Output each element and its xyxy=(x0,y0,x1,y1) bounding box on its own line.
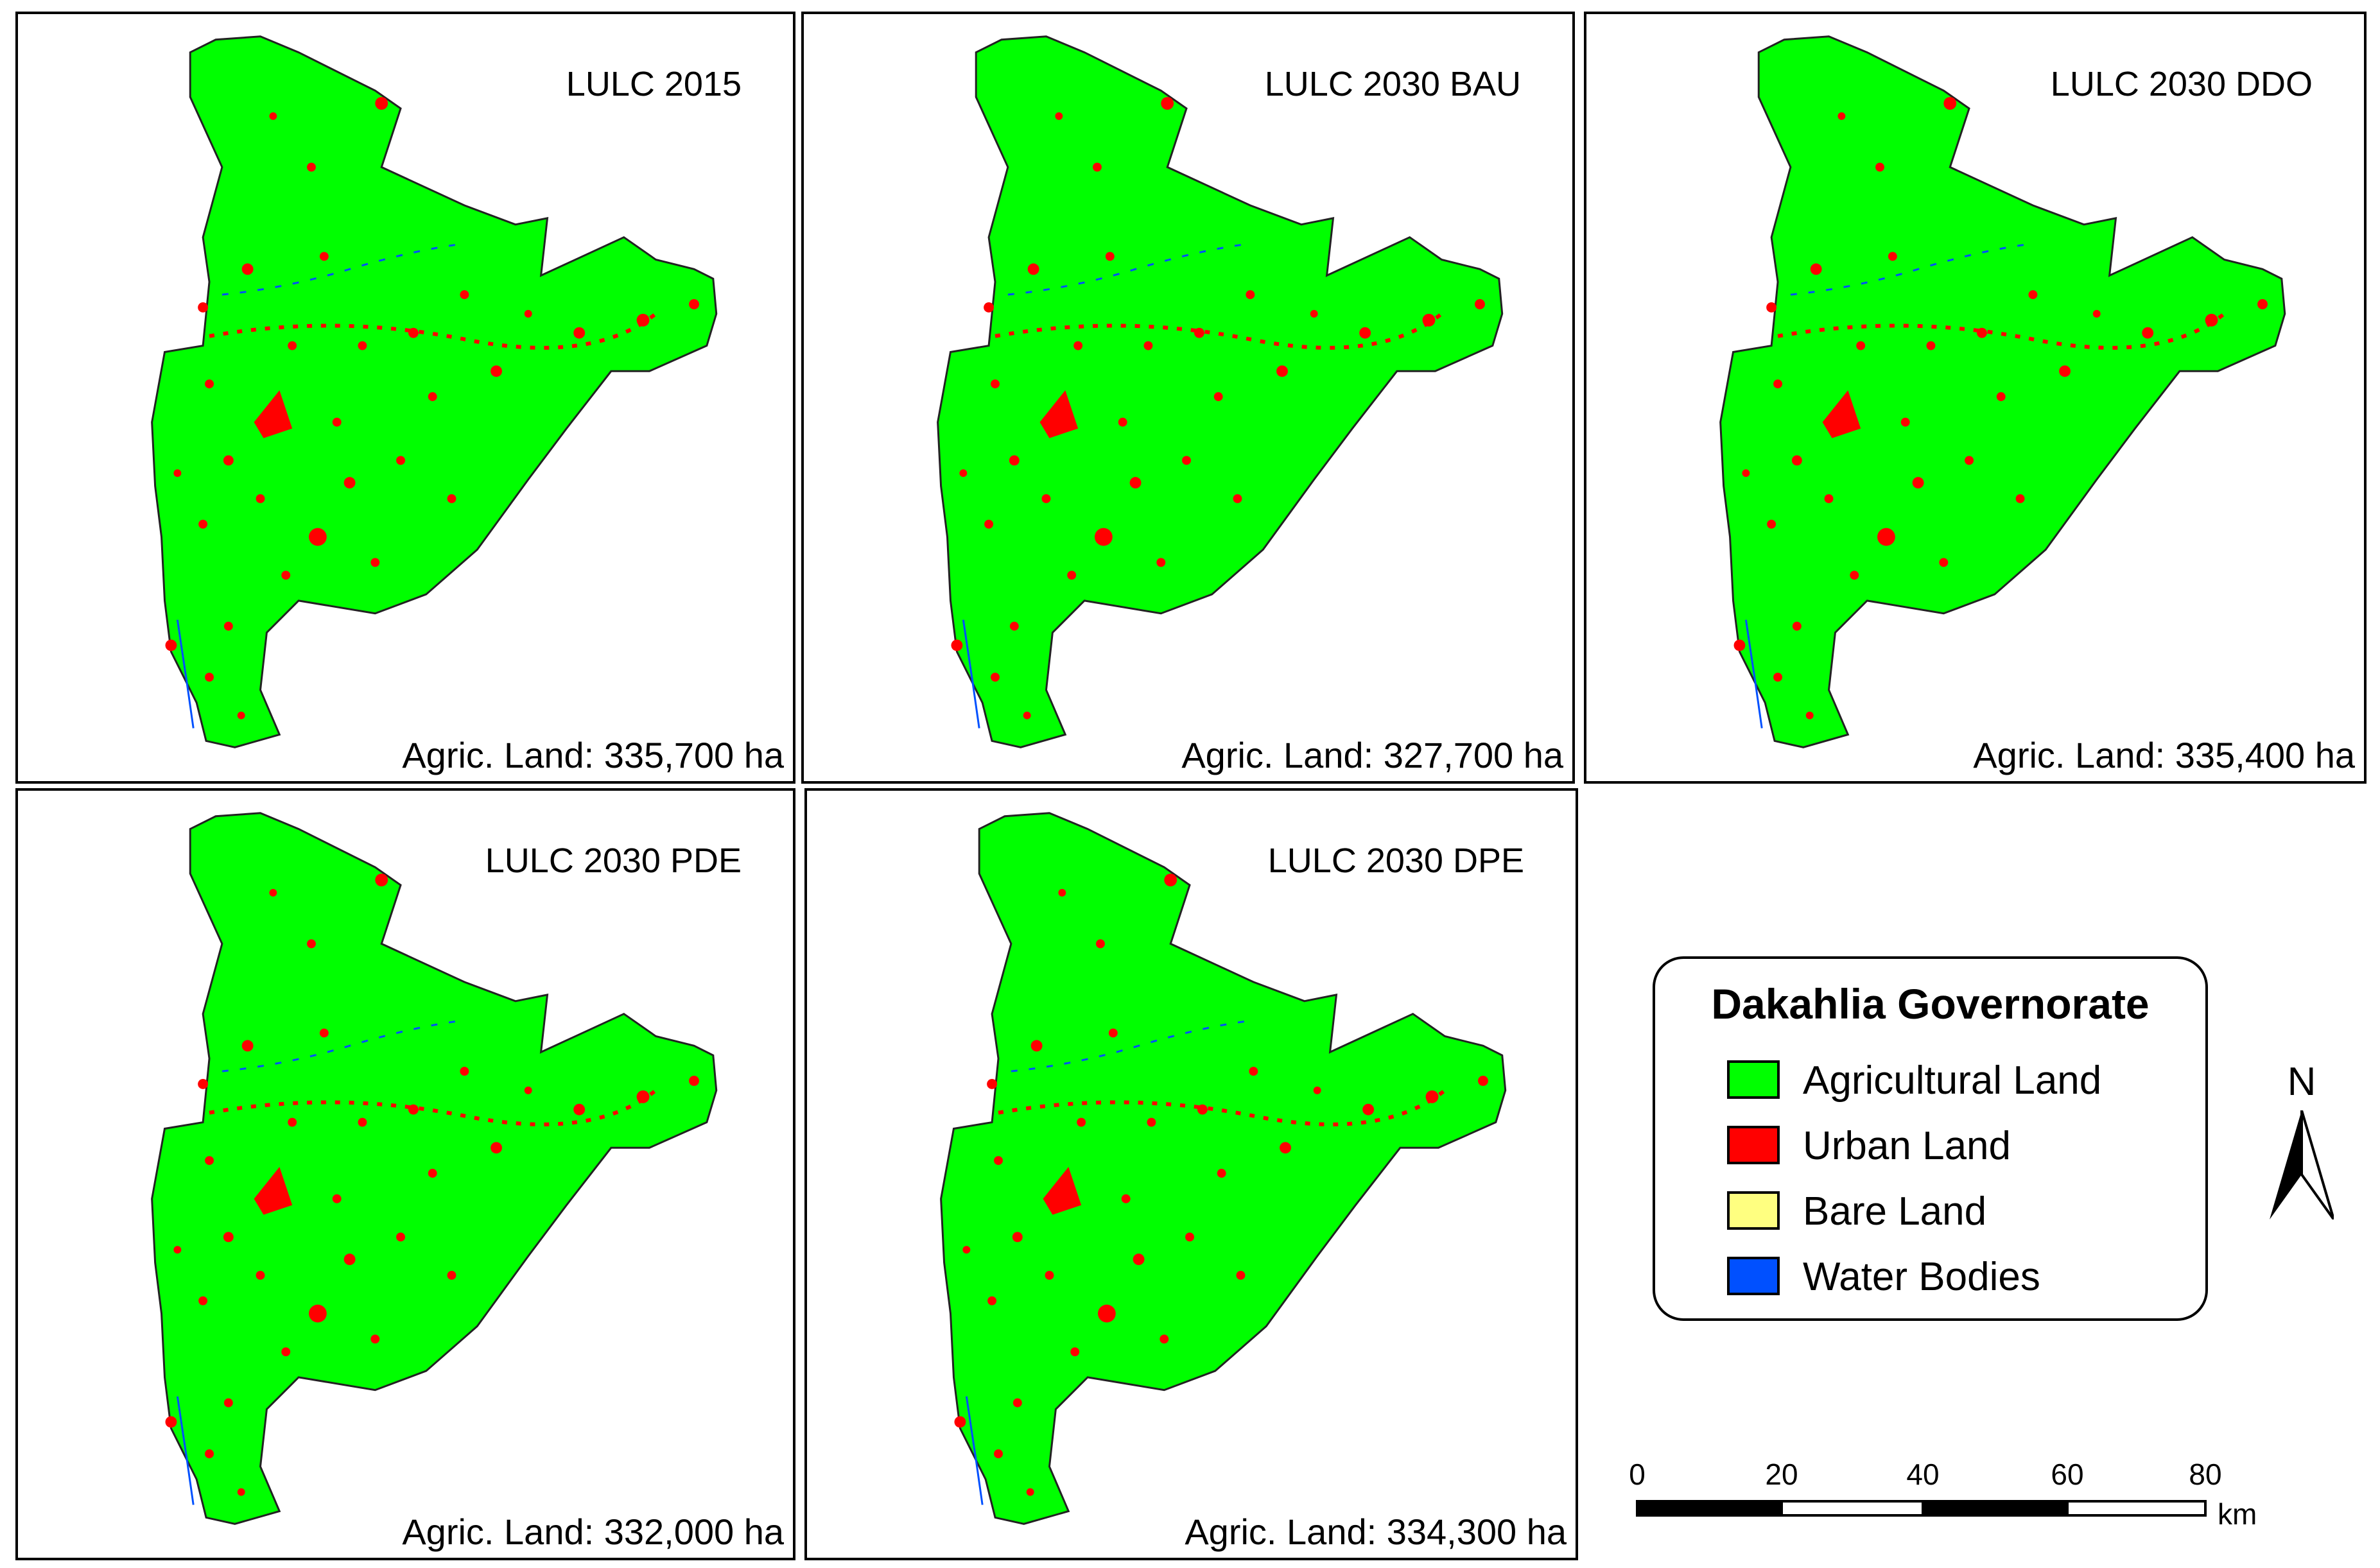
governorate-map xyxy=(18,791,793,1558)
scale-tick-label: 80 xyxy=(2189,1458,2222,1491)
governorate-map xyxy=(18,14,793,781)
north-label: N xyxy=(2287,1060,2316,1104)
map-panel-2030-bau: LULC 2030 BAU Agric. Land: 327,700 ha xyxy=(801,12,1575,784)
agric-land-stat: Agric. Land: 334,300 ha xyxy=(1185,1512,1567,1552)
legend-label: Bare Land xyxy=(1803,1189,1987,1234)
legend-label: Water Bodies xyxy=(1803,1255,2040,1299)
legend-box: Dakahlia Governorate Agricultural Land U… xyxy=(1653,956,2208,1321)
agric-land-stat: Agric. Land: 335,700 ha xyxy=(402,735,784,775)
governorate-map xyxy=(807,791,1576,1558)
agric-land-stat: Agric. Land: 335,400 ha xyxy=(1973,735,2355,775)
scale-tick-label: 40 xyxy=(1906,1458,1940,1491)
governorate-map xyxy=(1586,14,2364,781)
legend-label: Urban Land xyxy=(1803,1124,2011,1168)
agric-land-stat: Agric. Land: 332,000 ha xyxy=(402,1512,784,1552)
map-panel-2030-pde: LULC 2030 PDE Agric. Land: 332,000 ha xyxy=(15,788,795,1560)
map-panel-2015: LULC 2015 Agric. Land: 335,700 ha xyxy=(15,12,795,784)
scale-tick-label: 60 xyxy=(2051,1458,2084,1491)
scale-tick-label: 20 xyxy=(1765,1458,1798,1491)
swatch-agricultural xyxy=(1727,1060,1780,1099)
swatch-bare xyxy=(1727,1191,1780,1230)
north-arrow: N xyxy=(2263,1059,2340,1226)
scale-tick-label: 0 xyxy=(1629,1458,1646,1491)
governorate-map xyxy=(804,14,1572,781)
panel-title: LULC 2030 DPE xyxy=(1267,841,1524,880)
panel-title: LULC 2030 PDE xyxy=(485,841,742,880)
map-panel-2030-dpe: LULC 2030 DPE Agric. Land: 334,300 ha xyxy=(804,788,1578,1560)
north-arrow-icon xyxy=(2270,1110,2334,1219)
agric-land-stat: Agric. Land: 327,700 ha xyxy=(1181,735,1563,775)
panel-title: LULC 2015 xyxy=(566,65,742,103)
swatch-water xyxy=(1727,1257,1780,1295)
swatch-urban xyxy=(1727,1126,1780,1164)
legend-label: Agricultural Land xyxy=(1803,1058,2102,1103)
scale-bar-graphic xyxy=(1636,1500,2207,1517)
panel-title: LULC 2030 BAU xyxy=(1264,65,1521,103)
scale-bar: 0 20 40 60 80 km xyxy=(1624,1457,2292,1547)
legend-title: Dakahlia Governorate xyxy=(1711,980,2150,1028)
scale-unit: km xyxy=(2218,1497,2257,1531)
panel-title: LULC 2030 DDO xyxy=(2050,65,2313,103)
map-panel-2030-ddo: LULC 2030 DDO Agric. Land: 335,400 ha xyxy=(1584,12,2367,784)
